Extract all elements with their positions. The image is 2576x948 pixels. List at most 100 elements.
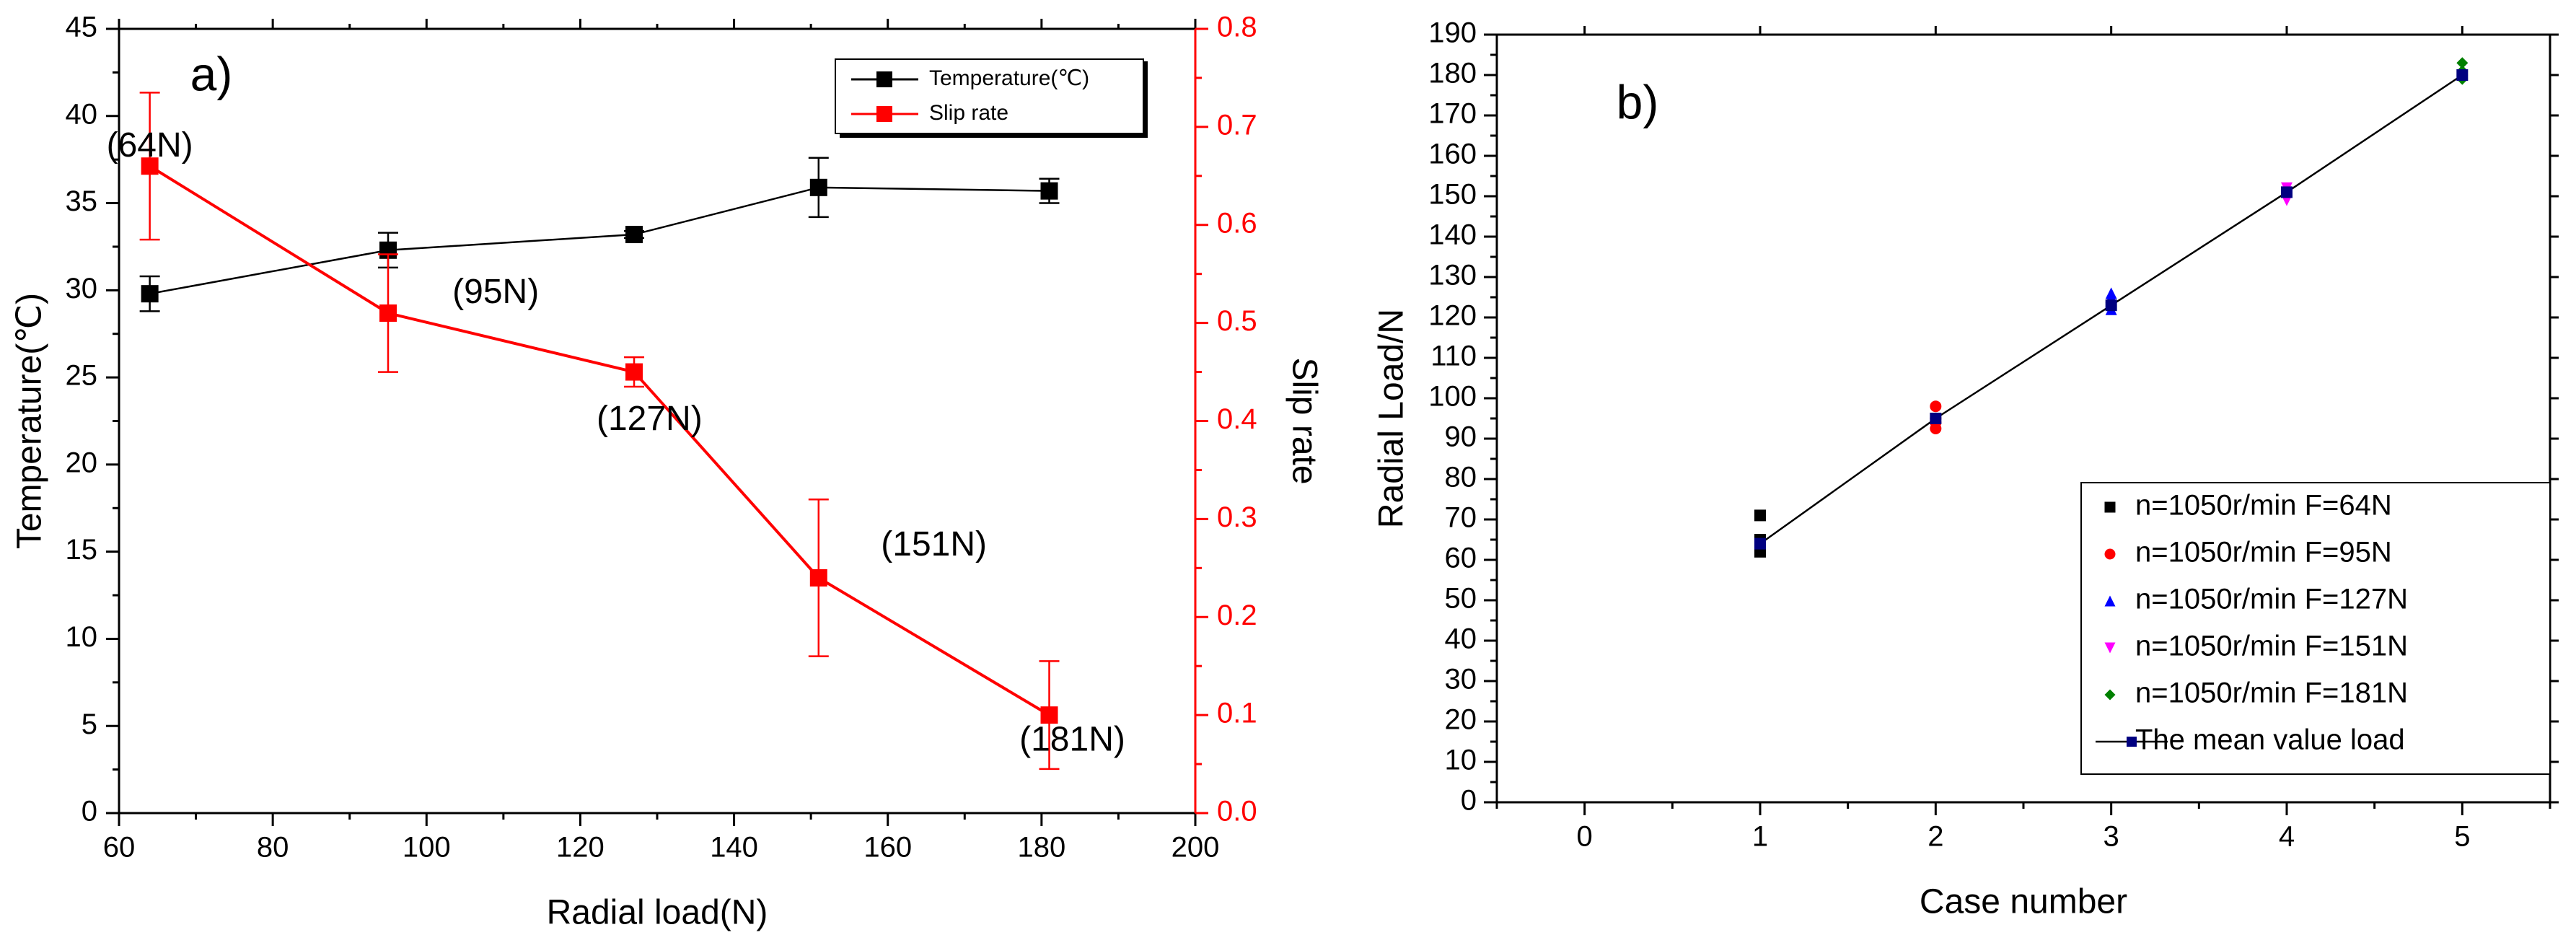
b-y-tick-label: 100	[1428, 381, 1477, 413]
b-y-tick-label: 140	[1428, 219, 1477, 251]
a-data-point	[809, 569, 827, 587]
a-y-tick-label: 45	[66, 12, 98, 43]
a-y-tick-label: 25	[66, 360, 98, 392]
a-data-point	[809, 178, 827, 196]
a-y-right-tick-label: 0.4	[1217, 403, 1257, 435]
b-panel-label: b)	[1617, 75, 1659, 128]
b-legend-label: The mean value load	[2135, 724, 2405, 756]
a-x-tick-label: 200	[1171, 832, 1220, 864]
b-x-tick-label: 1	[1752, 821, 1768, 853]
a-series-line-0	[149, 186, 1050, 295]
b-x-tick-label: 3	[2104, 821, 2119, 853]
a-y-right-tick-label: 0.7	[1217, 109, 1257, 141]
b-x-tick-label: 5	[2454, 821, 2470, 853]
a-data-point	[625, 226, 643, 244]
a-x-tick-label: 140	[710, 832, 758, 864]
a-legend-marker	[876, 71, 892, 87]
b-y-tick-label: 80	[1445, 462, 1477, 493]
a-y-right-tick-label: 0.1	[1217, 698, 1257, 729]
a-x-tick-label: 80	[257, 832, 289, 864]
a-annotation: (64N)	[107, 126, 193, 164]
b-y-tick-label: 50	[1445, 583, 1477, 615]
a-y-axis-label-left: Temperature(℃)	[11, 293, 49, 549]
b-mean-point	[2281, 186, 2293, 198]
a-x-axis-label: Radial load(N)	[547, 894, 768, 932]
a-data-point	[1040, 182, 1058, 200]
a-y-tick-label: 20	[66, 447, 98, 478]
a-y-tick-label: 30	[66, 273, 98, 304]
a-annotation: (127N)	[597, 400, 703, 438]
a-y-right-tick-label: 0.0	[1217, 796, 1257, 828]
b-y-tick-label: 0	[1461, 785, 1477, 817]
a-y-right-tick-label: 0.6	[1217, 207, 1257, 239]
a-x-tick-label: 180	[1017, 832, 1065, 864]
b-y-tick-label: 60	[1445, 543, 1477, 574]
a-annotation: (95N)	[452, 273, 539, 311]
a-data-point	[141, 157, 159, 175]
b-y-tick-label: 90	[1445, 421, 1477, 453]
b-legend-label: n=1050r/min F=64N	[2135, 490, 2392, 522]
b-mean-point	[2105, 299, 2117, 312]
b-x-axis-label: Case number	[1920, 883, 2127, 921]
b-y-tick-label: 180	[1428, 58, 1477, 89]
b-legend-label: n=1050r/min F=181N	[2135, 677, 2408, 709]
b-y-tick-label: 20	[1445, 704, 1477, 736]
b-legend-label: n=1050r/min F=127N	[2135, 584, 2408, 615]
b-y-tick-label: 170	[1428, 98, 1477, 130]
b-y-tick-label: 110	[1430, 341, 1477, 372]
b-legend-marker	[2104, 642, 2116, 654]
a-y-tick-label: 0	[82, 796, 97, 828]
b-y-tick-label: 190	[1428, 17, 1477, 49]
a-y-tick-label: 15	[66, 534, 98, 566]
b-legend-marker	[2104, 689, 2116, 701]
a-y-tick-label: 10	[66, 621, 98, 653]
b-legend-marker	[2104, 548, 2116, 560]
b-y-tick-label: 120	[1428, 300, 1477, 332]
b-x-tick-label: 4	[2279, 821, 2295, 853]
a-series-line-1	[149, 164, 1050, 716]
a-data-point	[379, 304, 397, 322]
b-legend-box	[2080, 482, 2551, 775]
a-y-tick-label: 40	[66, 98, 98, 130]
a-legend-marker	[876, 106, 892, 122]
b-y-tick-label: 40	[1445, 623, 1477, 655]
a-data-point	[625, 363, 643, 381]
b-x-tick-label: 2	[1927, 821, 1943, 853]
a-annotation: (181N)	[1019, 721, 1125, 759]
b-legend-marker	[2104, 501, 2116, 513]
a-y-right-tick-label: 0.3	[1217, 501, 1257, 533]
b-y-tick-label: 70	[1445, 502, 1477, 534]
a-y-right-tick-label: 0.2	[1217, 600, 1257, 631]
b-y-tick-label: 160	[1428, 139, 1477, 170]
a-x-tick-label: 160	[863, 832, 912, 864]
a-x-tick-label: 60	[103, 832, 136, 864]
b-mean-point	[1754, 537, 1766, 550]
a-legend-label: Temperature(℃)	[929, 66, 1089, 90]
a-legend-label: Slip rate	[929, 101, 1008, 125]
b-y-tick-label: 30	[1445, 664, 1477, 695]
b-legend-label: n=1050r/min F=151N	[2135, 631, 2408, 662]
a-y-tick-label: 35	[66, 185, 98, 217]
b-y-axis-label: Radial Load/N	[1373, 309, 1411, 528]
b-legend-marker	[2127, 737, 2137, 747]
b-point-series-4	[2456, 57, 2469, 69]
a-y-tick-label: 5	[82, 708, 97, 740]
a-y-axis-label-right: Slip rate	[1285, 357, 1323, 484]
b-y-tick-label: 130	[1428, 260, 1477, 291]
a-x-tick-label: 100	[403, 832, 451, 864]
a-data-point	[1040, 706, 1058, 724]
b-mean-point	[2456, 69, 2469, 81]
b-x-tick-label: 0	[1577, 821, 1593, 853]
b-mean-point	[1930, 413, 1942, 424]
a-annotation: (151N)	[881, 525, 987, 563]
b-y-tick-label: 150	[1428, 179, 1477, 211]
a-panel-label: a)	[190, 47, 233, 100]
b-legend-label: n=1050r/min F=95N	[2135, 537, 2392, 569]
b-legend-marker	[2104, 595, 2116, 607]
a-y-right-tick-label: 0.5	[1217, 305, 1257, 337]
a-y-right-tick-label: 0.8	[1217, 12, 1257, 43]
b-y-tick-label: 10	[1445, 745, 1477, 776]
b-point-series-1	[1930, 400, 1942, 413]
a-x-tick-label: 120	[556, 832, 605, 864]
